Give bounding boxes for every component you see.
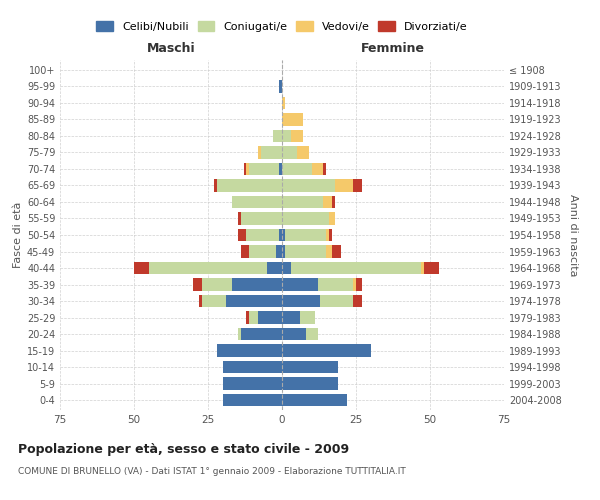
Bar xyxy=(356,278,362,290)
Bar xyxy=(282,344,371,357)
Y-axis label: Fasce di età: Fasce di età xyxy=(13,202,23,268)
Bar xyxy=(279,80,282,92)
Bar xyxy=(226,295,282,307)
Bar xyxy=(241,212,282,224)
Bar xyxy=(217,344,282,357)
Bar xyxy=(317,278,353,290)
Bar xyxy=(238,229,247,241)
Bar xyxy=(259,312,282,324)
Bar xyxy=(424,262,439,274)
Bar xyxy=(326,229,329,241)
Legend: Celibi/Nubili, Coniugati/e, Vedovi/e, Divorziati/e: Celibi/Nubili, Coniugati/e, Vedovi/e, Di… xyxy=(92,16,472,36)
Bar xyxy=(223,378,282,390)
Bar xyxy=(353,180,362,192)
Bar xyxy=(276,246,282,258)
Bar xyxy=(332,196,335,208)
Bar xyxy=(323,196,332,208)
Bar xyxy=(282,328,305,340)
Bar xyxy=(353,278,356,290)
Bar xyxy=(329,229,332,241)
Bar xyxy=(259,146,261,158)
Text: COMUNE DI BRUNELLO (VA) - Dati ISTAT 1° gennaio 2009 - Elaborazione TUTTITALIA.I: COMUNE DI BRUNELLO (VA) - Dati ISTAT 1° … xyxy=(18,468,406,476)
Bar xyxy=(291,130,303,142)
Bar xyxy=(279,229,282,241)
Bar xyxy=(202,278,232,290)
Bar xyxy=(282,378,338,390)
Bar xyxy=(353,295,362,307)
Bar xyxy=(285,246,326,258)
Bar xyxy=(199,295,202,307)
Bar xyxy=(297,146,308,158)
Bar xyxy=(238,328,241,340)
Bar xyxy=(247,312,250,324)
Bar xyxy=(282,246,285,258)
Bar xyxy=(244,163,247,175)
Bar xyxy=(273,130,282,142)
Bar xyxy=(223,394,282,406)
Bar xyxy=(282,212,329,224)
Bar xyxy=(238,212,241,224)
Bar xyxy=(282,312,300,324)
Bar xyxy=(232,196,282,208)
Bar xyxy=(267,262,282,274)
Bar xyxy=(285,229,326,241)
Bar xyxy=(250,163,279,175)
Bar xyxy=(311,163,323,175)
Bar xyxy=(223,361,282,374)
Bar xyxy=(282,130,291,142)
Bar xyxy=(282,196,323,208)
Bar xyxy=(332,246,341,258)
Bar xyxy=(202,295,226,307)
Bar xyxy=(241,246,250,258)
Bar xyxy=(241,328,282,340)
Bar xyxy=(282,394,347,406)
Bar xyxy=(282,96,285,109)
Bar xyxy=(247,163,250,175)
Bar xyxy=(149,262,267,274)
Bar xyxy=(217,180,282,192)
Y-axis label: Anni di nascita: Anni di nascita xyxy=(568,194,578,276)
Bar xyxy=(323,163,326,175)
Bar xyxy=(279,163,282,175)
Bar xyxy=(250,246,276,258)
Bar xyxy=(335,180,353,192)
Bar xyxy=(247,229,279,241)
Bar xyxy=(282,295,320,307)
Bar xyxy=(282,163,311,175)
Bar xyxy=(329,212,335,224)
Bar xyxy=(320,295,353,307)
Bar xyxy=(282,146,297,158)
Bar xyxy=(421,262,424,274)
Text: Popolazione per età, sesso e stato civile - 2009: Popolazione per età, sesso e stato civil… xyxy=(18,442,349,456)
Bar xyxy=(250,312,259,324)
Bar xyxy=(282,361,338,374)
Bar xyxy=(232,278,282,290)
Bar xyxy=(282,229,285,241)
Text: Maschi: Maschi xyxy=(146,42,196,55)
Bar xyxy=(261,146,282,158)
Bar xyxy=(291,262,421,274)
Bar xyxy=(300,312,314,324)
Bar xyxy=(282,180,335,192)
Bar xyxy=(282,262,291,274)
Bar xyxy=(193,278,202,290)
Text: Femmine: Femmine xyxy=(361,42,425,55)
Bar xyxy=(214,180,217,192)
Bar xyxy=(134,262,149,274)
Bar xyxy=(305,328,317,340)
Bar xyxy=(326,246,332,258)
Bar xyxy=(282,278,317,290)
Bar xyxy=(282,113,303,126)
